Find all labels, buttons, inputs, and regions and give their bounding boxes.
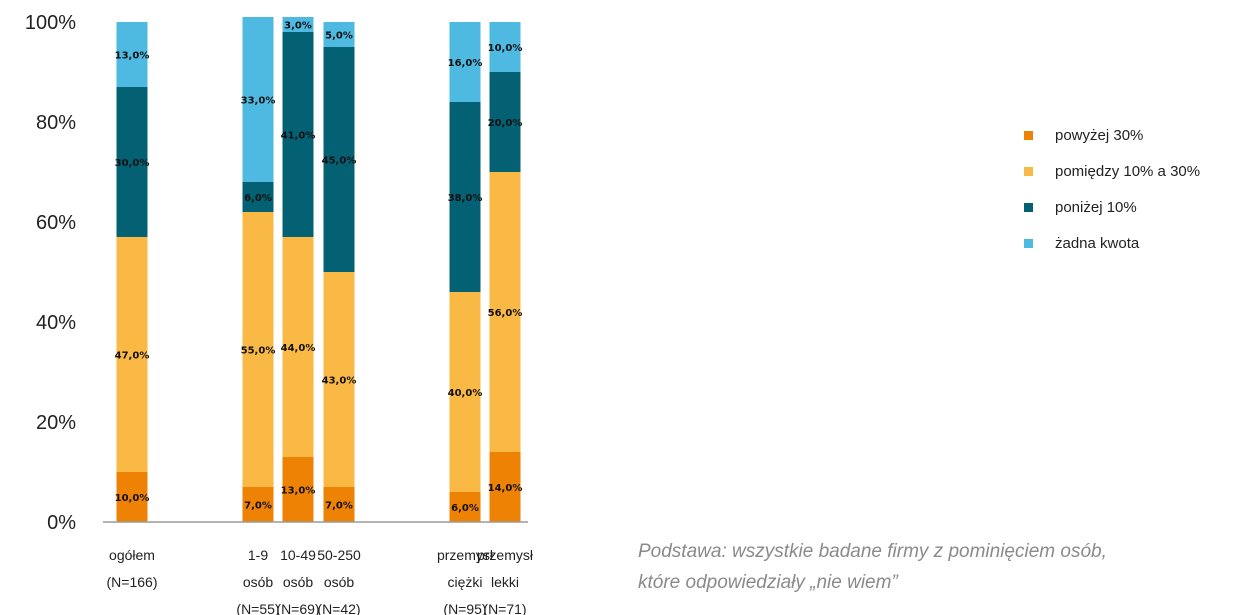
bar-segment-below-10 — [242, 182, 274, 212]
legend-label-between-10-30: pomiędzy 10% a 30% — [1055, 162, 1201, 180]
data-label-above-30: 7,0% — [325, 501, 353, 512]
data-label-none: 13,0% — [115, 51, 150, 62]
legend-swatch-between-10-30 — [1024, 166, 1033, 176]
legend-swatch-none — [1024, 238, 1033, 248]
x-category-label: osób — [243, 574, 274, 590]
x-category-label: (N=55) — [236, 601, 279, 615]
y-tick-label: 40% — [36, 312, 76, 334]
base-note: Podstawa: wszystkie badane firmy z pomin… — [638, 536, 1238, 598]
bar-segment-above-30 — [323, 487, 355, 522]
bar-segment-below-10 — [449, 102, 481, 292]
x-category-label: 50-250 — [317, 547, 361, 563]
bar-segment-above-30 — [449, 492, 481, 522]
bar-segment-between-10-30 — [323, 272, 355, 487]
bar-segment-between-10-30 — [489, 172, 521, 452]
data-label-none: 33,0% — [241, 96, 276, 107]
bar-segment-between-10-30 — [282, 237, 314, 457]
bar-segment-none — [489, 22, 521, 72]
data-label-below-10: 6,0% — [244, 193, 272, 204]
bar-segment-none — [116, 22, 148, 87]
x-category-label: (N=42) — [317, 601, 360, 615]
data-label-below-10: 20,0% — [488, 118, 523, 129]
x-category-label: 10-49 — [280, 547, 316, 563]
bar-segment-none — [242, 17, 274, 182]
bar-segment-above-30 — [282, 457, 314, 522]
x-category-label: (N=69) — [276, 601, 319, 615]
data-label-none: 5,0% — [325, 31, 353, 42]
bar-segment-above-30 — [242, 487, 274, 522]
data-label-above-30: 7,0% — [244, 501, 272, 512]
data-label-above-30: 10,0% — [115, 493, 150, 504]
bar-segment-above-30 — [116, 472, 148, 522]
data-label-between-10-30: 55,0% — [241, 346, 276, 357]
data-label-none: 10,0% — [488, 43, 523, 54]
bar-segment-below-10 — [323, 47, 355, 272]
x-category-label: przemysł — [437, 547, 494, 563]
base-note-line-2: które odpowiedziały „nie wiem” — [638, 572, 898, 593]
bar-segment-none — [323, 22, 355, 47]
legend-item-between-10-30: pomiędzy 10% a 30% — [1024, 153, 1200, 189]
bar-segment-below-10 — [489, 72, 521, 172]
data-label-above-30: 14,0% — [488, 483, 523, 494]
legend-item-below-10: poniżej 10% — [1024, 189, 1200, 225]
x-category-label: (N=95) — [443, 601, 486, 615]
data-label-between-10-30: 47,0% — [115, 351, 150, 362]
data-label-below-10: 30,0% — [115, 158, 150, 169]
legend-label-above-30: powyżej 30% — [1055, 126, 1144, 144]
legend-label-none: żadna kwota — [1055, 234, 1140, 252]
bar-segment-none — [449, 22, 481, 102]
data-label-below-10: 38,0% — [448, 193, 483, 204]
legend: powyżej 30% pomiędzy 10% a 30% poniżej 1… — [1024, 117, 1200, 261]
data-label-above-30: 13,0% — [281, 486, 316, 497]
legend-label-below-10: poniżej 10% — [1055, 198, 1137, 216]
x-category-label: przemysł — [477, 547, 534, 563]
bars — [116, 17, 521, 522]
legend-swatch-below-10 — [1024, 202, 1033, 212]
data-label-none: 16,0% — [448, 58, 483, 69]
bar-segment-between-10-30 — [242, 212, 274, 487]
y-tick-label: 80% — [36, 112, 76, 134]
x-category-label: osób — [324, 574, 355, 590]
data-label-above-30: 6,0% — [451, 503, 479, 514]
data-label-none: 3,0% — [284, 21, 312, 32]
data-label-between-10-30: 44,0% — [281, 343, 316, 354]
legend-item-above-30: powyżej 30% — [1024, 117, 1200, 153]
x-category-label: 1-9 — [248, 547, 268, 563]
x-category-label: osób — [283, 574, 314, 590]
legend-item-none: żadna kwota — [1024, 225, 1200, 261]
bar-segment-between-10-30 — [449, 292, 481, 492]
x-axis-category-labels: ogółem(N=166)1-9osób(N=55)10-49osób(N=69… — [107, 547, 534, 615]
x-category-label: ciężki — [447, 574, 482, 590]
x-category-label: ogółem — [109, 547, 155, 563]
data-label-between-10-30: 40,0% — [448, 388, 483, 399]
bar-segment-below-10 — [116, 87, 148, 237]
bar-data-labels: 10,0% 47,0% 30,0% 13,0% 7,0% 55,0% 6,0% 33,0% 13… — [115, 21, 523, 515]
bar-segment-below-10 — [282, 32, 314, 237]
legend-swatch-above-30 — [1024, 130, 1033, 140]
data-label-below-10: 45,0% — [322, 156, 357, 167]
bar-segment-none — [282, 17, 314, 32]
bar-segment-between-10-30 — [116, 237, 148, 472]
data-label-between-10-30: 43,0% — [322, 376, 357, 387]
y-axis-labels: 0% 20% 40% 60% 80% 100% — [25, 12, 76, 534]
data-label-below-10: 41,0% — [281, 131, 316, 142]
bar-segment-above-30 — [489, 452, 521, 522]
x-category-label: (N=71) — [483, 601, 526, 615]
data-label-between-10-30: 56,0% — [488, 308, 523, 319]
base-note-line-1: Podstawa: wszystkie badane firmy z pomin… — [638, 541, 1107, 562]
x-category-label: lekki — [491, 574, 519, 590]
y-tick-label: 20% — [36, 412, 76, 434]
y-tick-label: 100% — [25, 12, 76, 34]
y-tick-label: 60% — [36, 212, 76, 234]
y-tick-label: 0% — [47, 512, 76, 534]
x-category-label: (N=166) — [107, 574, 158, 590]
